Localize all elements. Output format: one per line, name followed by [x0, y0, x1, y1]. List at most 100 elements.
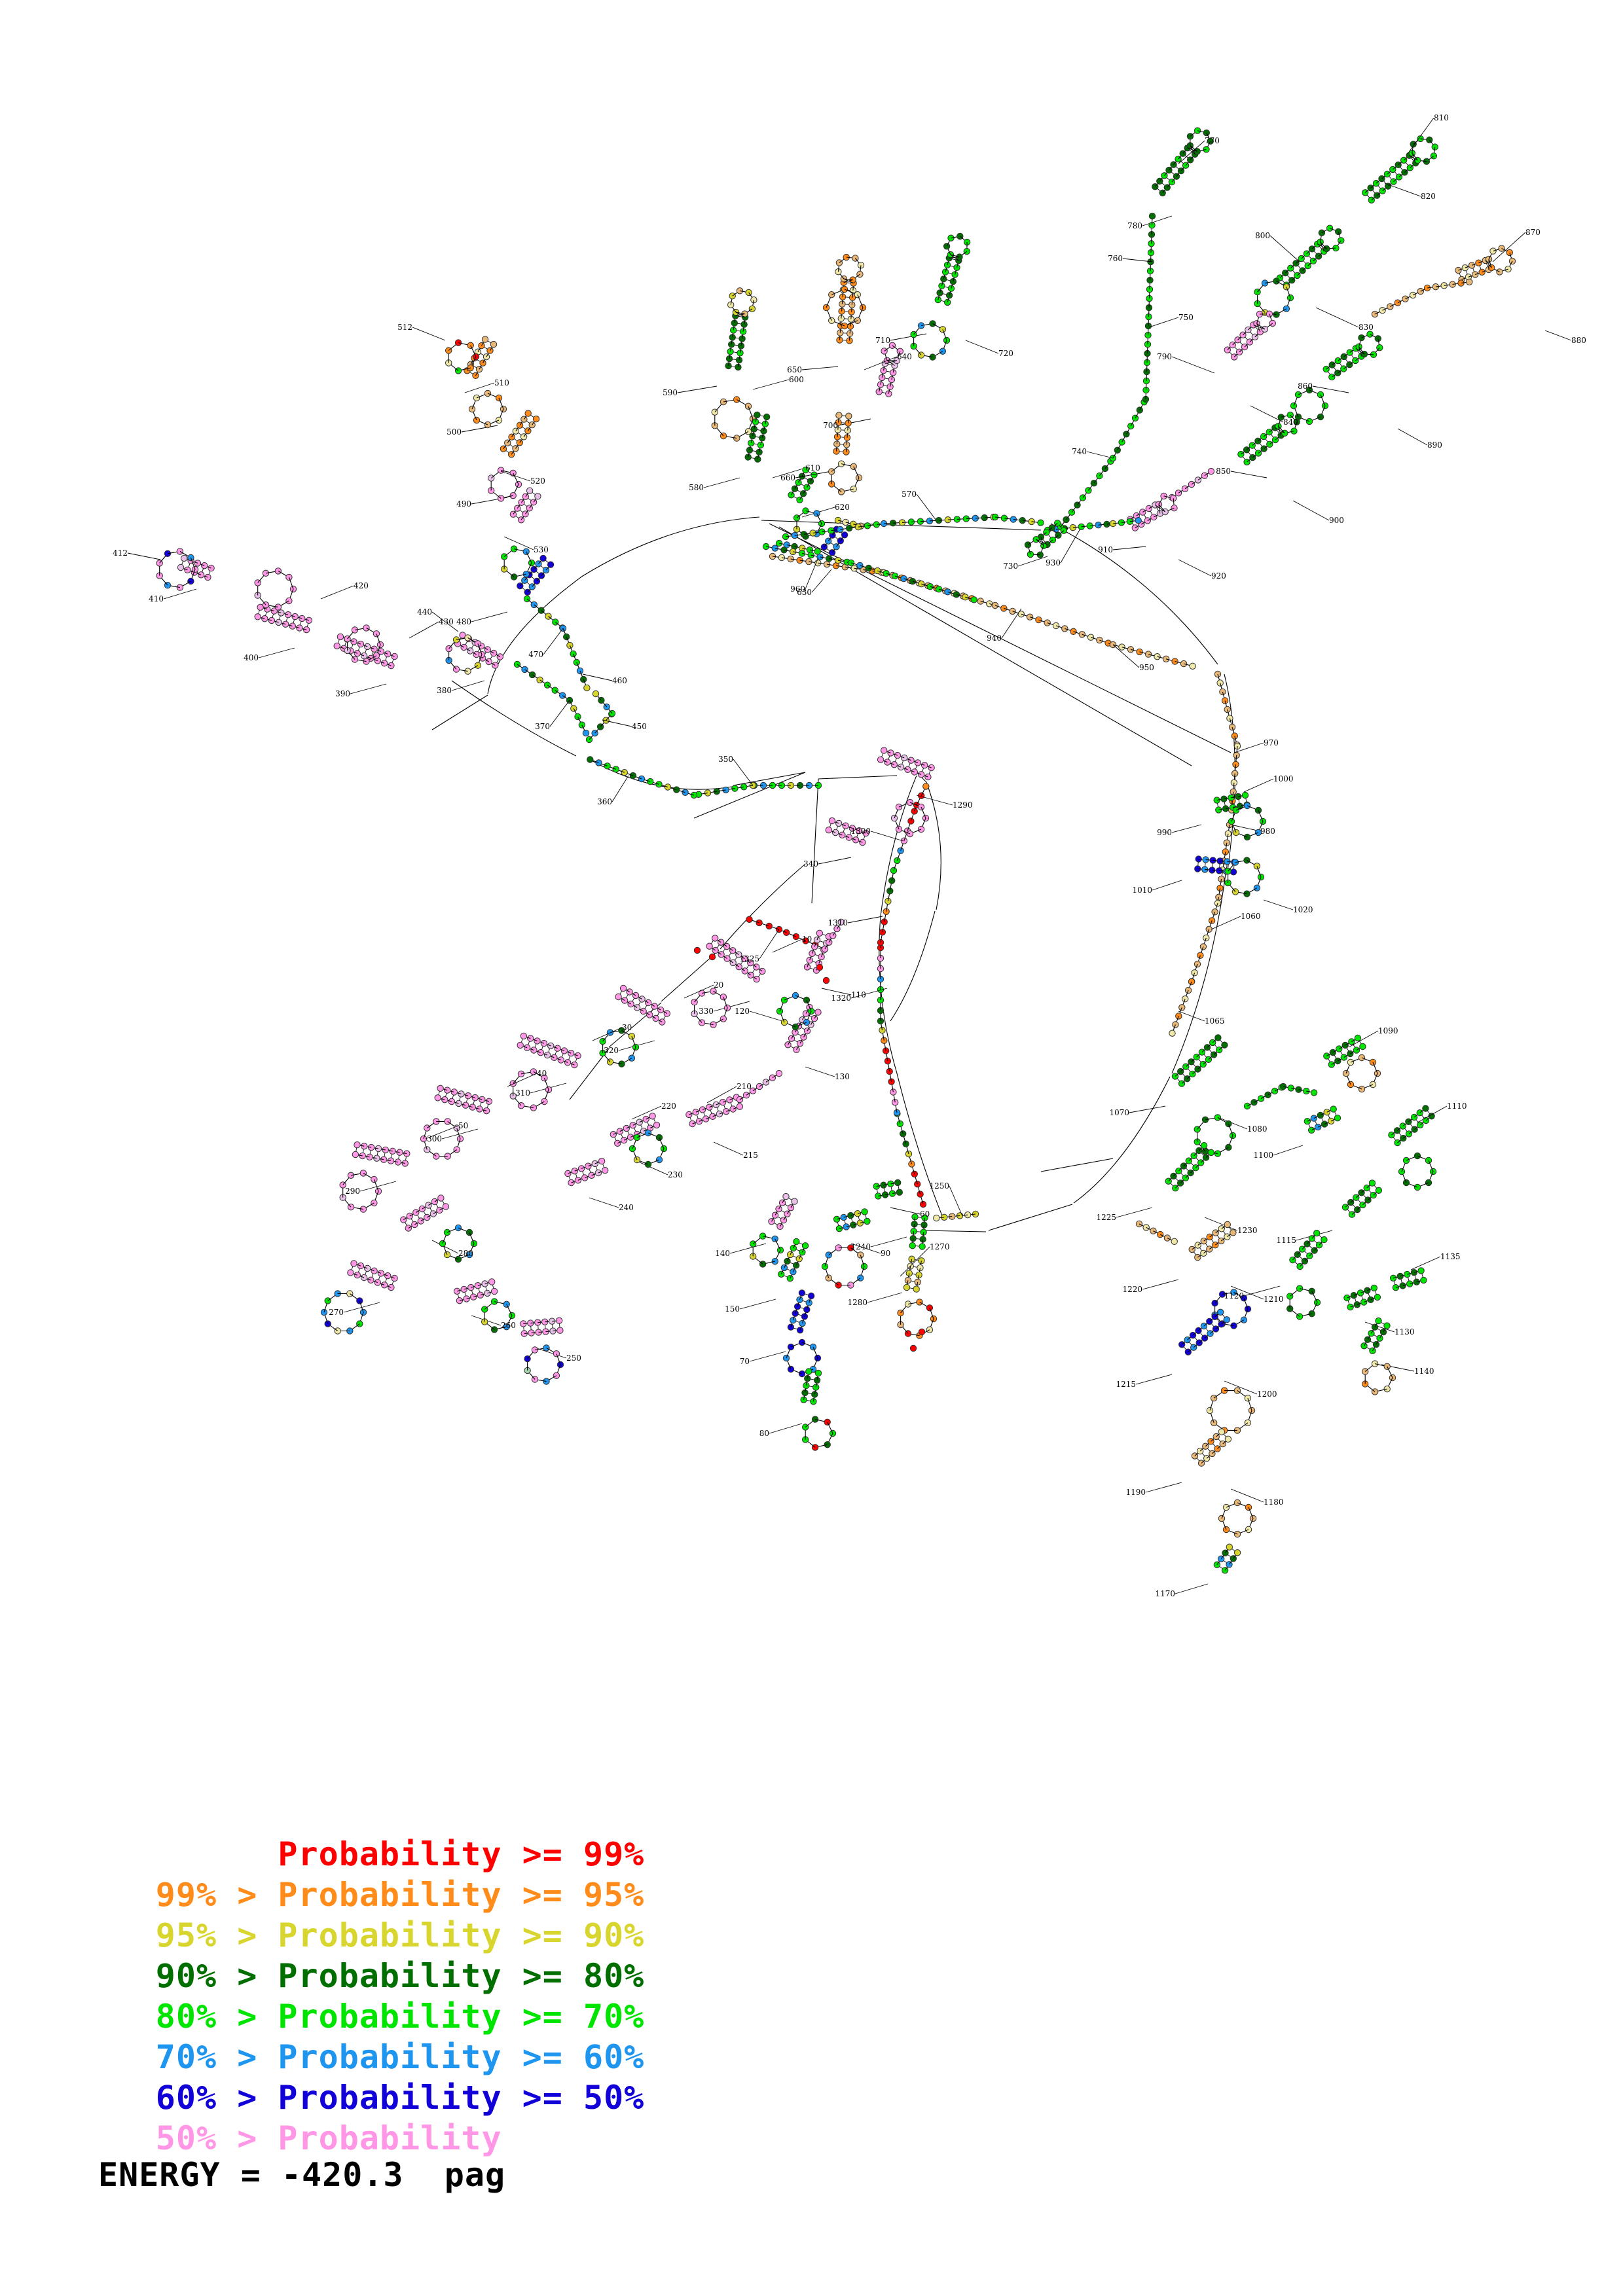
nucleotide	[793, 1238, 800, 1246]
nucleotide	[479, 1096, 486, 1103]
backbone-segment	[471, 611, 508, 622]
backbone-segment	[1286, 287, 1291, 298]
backbone-segment	[556, 1354, 561, 1365]
position-label: 1170	[1155, 1589, 1175, 1598]
nucleotide	[708, 953, 716, 961]
backbone-segment	[513, 473, 519, 485]
nucleotide	[1230, 869, 1237, 876]
nucleotide	[1375, 1187, 1383, 1194]
backbone-segment	[890, 333, 927, 341]
backbone-segment	[127, 552, 161, 560]
nucleotide	[917, 1191, 924, 1198]
legend-row-99: Probability >= 99%	[0, 1793, 851, 1873]
nucleotide	[918, 1257, 925, 1265]
backbone-segment	[853, 466, 860, 478]
nucleotide	[882, 1047, 890, 1054]
position-label: 1220	[1122, 1285, 1142, 1294]
nucleotide	[903, 1283, 911, 1291]
backbone-segment	[190, 557, 196, 570]
backbone-segment	[350, 683, 387, 694]
nucleotide	[1206, 1233, 1213, 1241]
nucleotide	[890, 1088, 897, 1096]
backbone-segment	[1175, 1583, 1209, 1594]
position-label: 512	[397, 323, 412, 332]
backbone-segment	[582, 673, 613, 681]
position-label: 1065	[1205, 1016, 1225, 1026]
backbone-segment	[843, 279, 853, 283]
backbone-segment	[638, 1161, 668, 1175]
nucleotide	[517, 1041, 524, 1049]
backbone-segment	[870, 1236, 907, 1247]
position-label: 80	[759, 1429, 769, 1438]
position-label: 110	[851, 990, 866, 999]
position-label: 140	[715, 1249, 730, 1258]
backbone-segment	[451, 680, 485, 691]
backbone-segment	[843, 278, 853, 281]
nucleotide	[706, 942, 713, 950]
backbone-segment	[965, 340, 999, 354]
nucleotide	[1233, 1549, 1241, 1556]
backbone-segment	[1407, 117, 1434, 154]
position-label: 230	[668, 1170, 683, 1179]
backbone-segment	[461, 425, 498, 433]
backbone-segment	[506, 1304, 513, 1316]
backbone-segment	[805, 1066, 835, 1077]
backbone-segment	[376, 634, 381, 645]
nucleotide	[775, 1069, 783, 1077]
nucleotide	[822, 977, 830, 984]
nucleotide	[1207, 1149, 1215, 1157]
position-label: 520	[530, 476, 545, 486]
backbone-segment	[850, 988, 888, 999]
nucleotide	[748, 305, 756, 312]
backbone-segment	[921, 806, 926, 819]
nucleotide	[583, 684, 591, 692]
backbone-segment	[1247, 1398, 1252, 1411]
nucleotide	[928, 764, 935, 772]
position-label: 1270	[930, 1242, 950, 1251]
nucleotide	[801, 1313, 809, 1320]
backbone-segment	[827, 1422, 833, 1434]
backbone-segment	[1263, 899, 1294, 910]
nucleotide	[1506, 249, 1514, 257]
nucleotide	[710, 1021, 717, 1028]
nucleotide	[911, 808, 918, 815]
backbone-segment	[713, 1141, 744, 1156]
backbone-segment	[1060, 528, 1081, 564]
nucleotide	[828, 817, 836, 825]
position-label: 570	[902, 490, 917, 499]
nucleotide	[736, 1103, 744, 1110]
position-label: 1230	[1237, 1226, 1258, 1235]
position-label: 1080	[1247, 1124, 1267, 1134]
backbone-segment	[1320, 394, 1326, 406]
position-label: 412	[113, 548, 128, 558]
backbone-segment	[1228, 1123, 1233, 1136]
position-label: 1320	[831, 994, 851, 1003]
nucleotide	[673, 786, 680, 793]
backbone-segment	[1230, 1488, 1264, 1503]
nucleotide	[805, 1368, 812, 1375]
nucleotide	[187, 554, 194, 562]
nucleotide	[837, 918, 845, 926]
nucleotide	[357, 1262, 365, 1270]
backbone-segment	[1187, 147, 1197, 152]
nucleotide	[1226, 1543, 1233, 1551]
nucleotide	[595, 759, 602, 766]
legend-text-60: Probability >= 60%	[278, 2038, 645, 2076]
backbone-segment	[1315, 307, 1359, 328]
nucleotide	[434, 1094, 441, 1102]
backbone-segment	[1248, 1507, 1254, 1519]
backbone-segment	[258, 647, 295, 658]
backbone-segment	[1253, 324, 1265, 330]
nucleotide	[1037, 519, 1044, 526]
nucleotide	[814, 548, 821, 555]
nucleotide	[825, 827, 833, 834]
position-label: 590	[663, 388, 678, 397]
position-label: 620	[835, 503, 850, 512]
position-label: 1215	[1116, 1380, 1136, 1389]
position-label: 480	[456, 617, 471, 626]
backbone-segment	[1204, 1217, 1238, 1231]
backbone-segment	[659, 1137, 665, 1149]
nucleotide	[729, 959, 737, 967]
legend-lhs-80: 90% >	[155, 1957, 278, 1995]
position-label: 1100	[1253, 1151, 1273, 1160]
